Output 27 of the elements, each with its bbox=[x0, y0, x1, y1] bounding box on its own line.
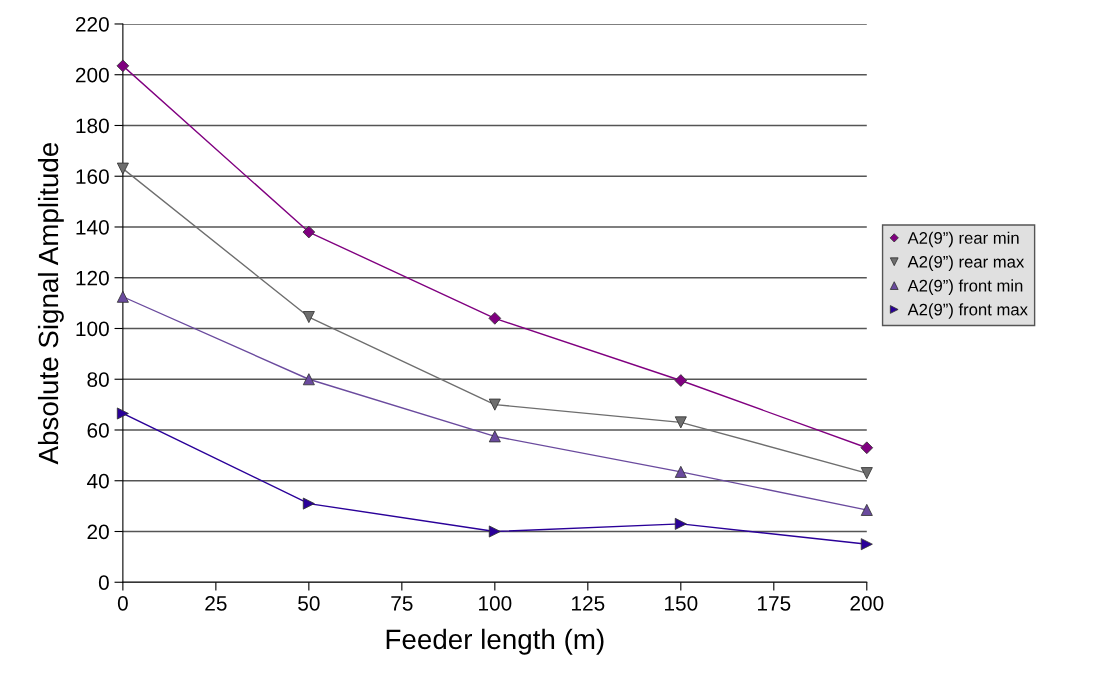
legend-label: A2(9”) rear max bbox=[907, 255, 1025, 272]
y-tick-label: 160 bbox=[76, 169, 109, 184]
x-axis-title: Feeder length (m) bbox=[386, 628, 604, 655]
y-tick-label: 20 bbox=[87, 524, 109, 540]
y-tick-label: 100 bbox=[76, 321, 109, 337]
x-tick-label: 100 bbox=[479, 595, 512, 611]
y-tick-label: 0 bbox=[98, 575, 109, 590]
y-tick-label: 60 bbox=[87, 422, 109, 438]
x-tick-label: 175 bbox=[758, 596, 791, 611]
y-tick-label: 80 bbox=[87, 372, 109, 387]
y-tick-label: 120 bbox=[76, 270, 109, 286]
x-tick-label: 0 bbox=[117, 595, 128, 611]
legend-label: A2(9”) front max bbox=[907, 303, 1028, 319]
x-tick-label: 75 bbox=[391, 596, 413, 611]
y-tick-label: 180 bbox=[76, 118, 109, 134]
x-tick-label: 150 bbox=[665, 595, 698, 611]
legend-label: A2(9”) rear min bbox=[907, 231, 1019, 248]
y-tick-label: 140 bbox=[76, 219, 109, 235]
y-tick-label: 220 bbox=[75, 16, 109, 32]
x-tick-label: 25 bbox=[205, 595, 227, 611]
y-axis-title: Absolute Signal Amplitude bbox=[37, 142, 64, 465]
x-tick-label: 200 bbox=[850, 595, 884, 611]
x-tick-label: 50 bbox=[298, 595, 320, 611]
y-tick-label: 40 bbox=[86, 473, 109, 489]
y-tick-label: 200 bbox=[75, 67, 109, 83]
legend-label: A2(9”) front min bbox=[907, 279, 1023, 295]
x-tick-label: 125 bbox=[572, 595, 605, 611]
